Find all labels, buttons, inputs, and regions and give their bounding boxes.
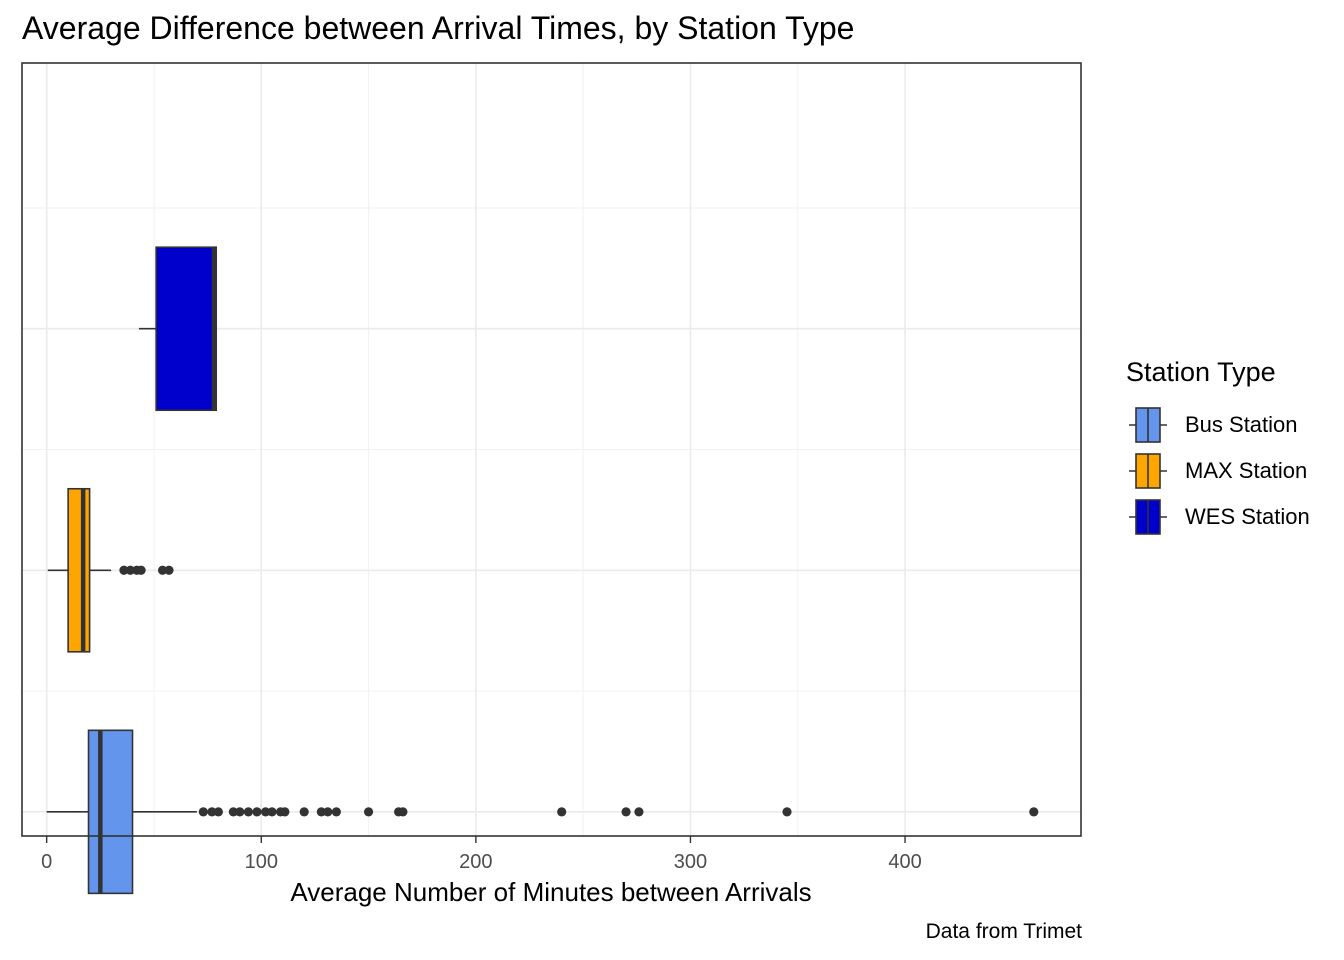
legend-key xyxy=(1129,499,1167,535)
outlier-point xyxy=(125,565,135,575)
legend-item: Bus Station xyxy=(1126,402,1310,448)
outlier-point xyxy=(299,807,309,817)
x-axis-title: Average Number of Minutes between Arriva… xyxy=(290,877,811,907)
outlier-point xyxy=(398,807,408,817)
outlier-point xyxy=(782,807,792,817)
outlier-point xyxy=(323,807,333,817)
legend-key xyxy=(1129,407,1167,443)
chart-caption: Data from Trimet xyxy=(925,920,1082,943)
outlier-point xyxy=(557,807,567,817)
box-wes-station xyxy=(138,246,218,412)
outlier-point xyxy=(119,565,129,575)
x-tick-label: 100 xyxy=(245,851,278,873)
x-tick-label: 200 xyxy=(459,851,492,873)
outlier-point xyxy=(316,807,326,817)
legend-label: Bus Station xyxy=(1185,412,1298,437)
outlier-point xyxy=(260,807,271,817)
x-axis-ticks: 0 100 200 300 400 xyxy=(41,836,922,873)
x-tick-label: 400 xyxy=(888,851,921,873)
box-iqr xyxy=(87,729,134,895)
outlier-point xyxy=(157,565,168,575)
x-tick-label: 0 xyxy=(41,851,52,873)
outlier-point xyxy=(164,565,174,575)
outlier-point xyxy=(267,807,277,817)
grid-lines xyxy=(22,63,1081,836)
legend-label: WES Station xyxy=(1185,504,1310,529)
plot-panel-border xyxy=(21,62,1082,837)
legend-items: Bus Station MAX Station WES Station xyxy=(1126,402,1310,540)
outlier-point xyxy=(243,807,253,817)
legend: Station Type Bus Station MAX Station WES S… xyxy=(1126,357,1310,540)
outlier-point xyxy=(198,807,208,817)
outlier-point xyxy=(252,807,262,817)
legend-key xyxy=(1129,453,1167,489)
legend-title: Station Type xyxy=(1126,357,1276,387)
outlier-point xyxy=(331,807,341,817)
box-iqr xyxy=(155,246,218,412)
x-tick-label: 300 xyxy=(674,851,707,873)
box-max-station xyxy=(47,487,174,653)
outlier-point xyxy=(228,807,238,817)
outlier-point xyxy=(621,807,631,817)
legend-label: MAX Station xyxy=(1185,458,1308,483)
legend-item: MAX Station xyxy=(1126,448,1310,494)
outlier-point xyxy=(136,565,146,575)
boxplots xyxy=(46,246,1039,895)
outlier-point xyxy=(213,807,223,817)
outlier-point xyxy=(235,807,245,817)
box-bus-station xyxy=(46,729,1039,895)
outlier-point xyxy=(280,807,290,817)
outlier-point xyxy=(1029,807,1039,817)
outlier-point xyxy=(207,807,217,817)
outlier-point xyxy=(363,807,374,817)
chart-title: Average Difference between Arrival Times… xyxy=(22,10,855,46)
legend-item: WES Station xyxy=(1126,494,1310,540)
outlier-point xyxy=(634,807,644,817)
box-iqr xyxy=(67,487,91,653)
